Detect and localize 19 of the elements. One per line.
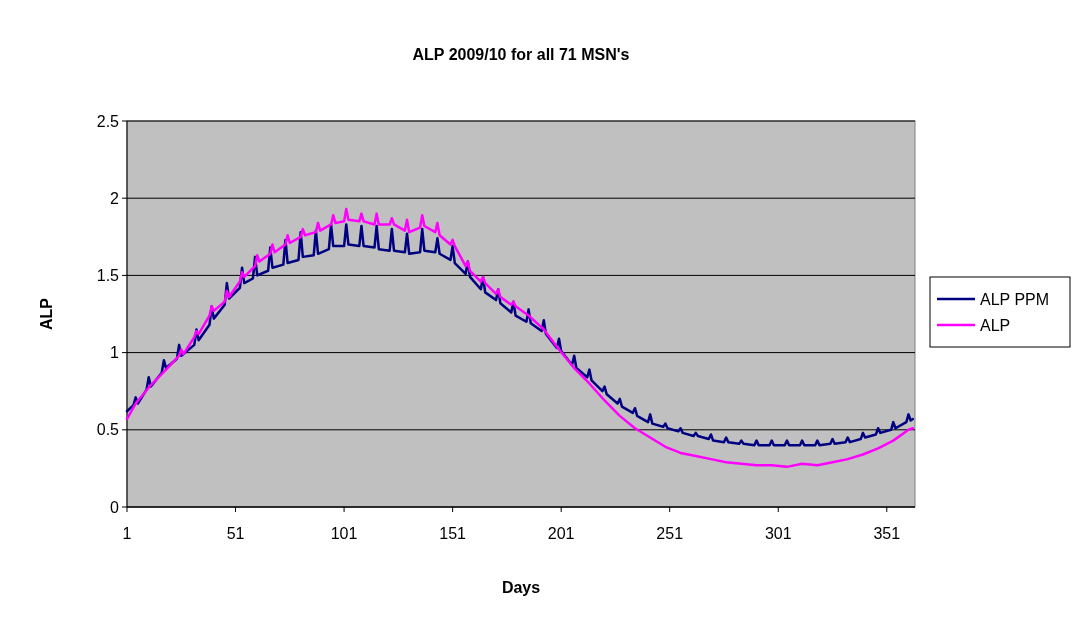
legend-label: ALP PPM xyxy=(980,290,1050,308)
x-tick-label: 101 xyxy=(330,525,358,542)
x-tick-label: 351 xyxy=(873,525,901,542)
x-tick-label: 201 xyxy=(547,525,575,542)
x-tick-label: 251 xyxy=(656,525,684,542)
chart-title: ALP 2009/10 for all 71 MSN's xyxy=(412,46,630,63)
x-tick-label: 301 xyxy=(764,525,792,542)
y-tick-label: 2 xyxy=(110,189,120,207)
y-tick-label: 0.5 xyxy=(96,421,120,439)
y-axis-title: ALP xyxy=(38,297,55,330)
legend-label: ALP xyxy=(980,316,1011,334)
y-tick-label: 1.5 xyxy=(96,267,120,284)
x-axis-title: Days xyxy=(501,579,541,596)
y-tick-label: 1 xyxy=(110,344,120,362)
y-tick-label: 0 xyxy=(110,498,120,516)
x-tick-label: 51 xyxy=(226,525,245,542)
y-tick-label: 2.5 xyxy=(96,112,120,130)
x-tick-label: 151 xyxy=(439,525,467,542)
x-tick-label: 1 xyxy=(122,525,132,542)
